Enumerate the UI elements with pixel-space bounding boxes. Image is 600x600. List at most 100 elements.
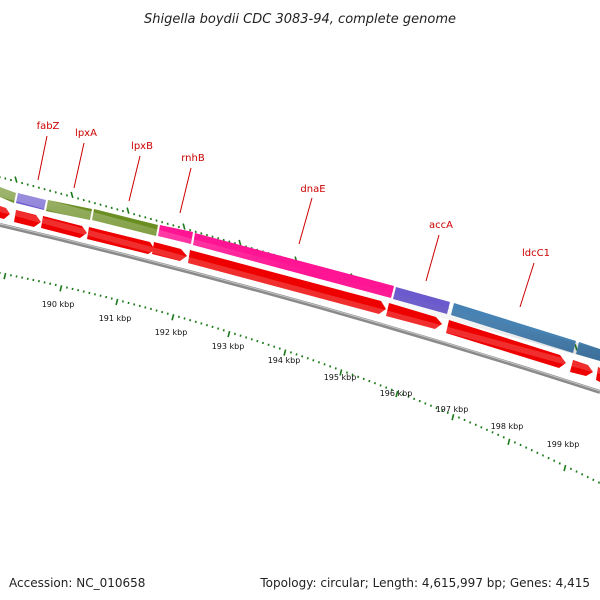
inner-minor-tick: [435, 406, 438, 410]
inner-minor-tick: [88, 291, 91, 295]
inner-minor-tick: [261, 341, 264, 345]
red-arrow-7: [386, 303, 442, 329]
outer-minor-tick: [149, 217, 152, 221]
inner-minor-tick: [65, 286, 68, 289]
inner-minor-tick: [317, 361, 320, 364]
inner-minor-tick: [155, 309, 158, 312]
inner-minor-tick: [513, 441, 516, 444]
inner-minor-tick: [278, 347, 281, 350]
inner-minor-tick: [485, 428, 488, 431]
outer-minor-tick: [161, 220, 164, 224]
outer-minor-tick: [172, 224, 175, 227]
kbp-label: 199 kbp: [547, 440, 580, 449]
inner-minor-tick: [480, 426, 483, 429]
inner-minor-tick: [54, 283, 57, 287]
outer-minor-tick: [26, 183, 29, 186]
inner-minor-tick: [525, 446, 528, 449]
inner-minor-tick: [256, 339, 259, 343]
inner-major-tick: [283, 349, 287, 356]
inner-major-tick: [395, 390, 399, 398]
inner-minor-tick: [144, 306, 147, 309]
red-arrow-9: [570, 360, 593, 376]
inner-minor-tick: [385, 386, 388, 389]
inner-minor-tick: [373, 382, 376, 385]
outer-major-tick: [126, 207, 130, 214]
inner-minor-tick: [93, 293, 96, 296]
outer-minor-tick: [54, 191, 57, 194]
inner-minor-tick: [273, 345, 276, 348]
gene-label-lpxa: lpxA: [75, 128, 97, 139]
inner-minor-tick: [82, 290, 85, 293]
outer-minor-tick: [116, 208, 119, 211]
inner-minor-tick: [491, 431, 494, 434]
red-arrow-2: [14, 210, 41, 227]
gene-leader-line: [37, 135, 48, 181]
inner-minor-tick: [9, 274, 12, 277]
genome-backbone-highlight: [0, 223, 600, 392]
inner-minor-tick: [547, 456, 550, 460]
gene-leader-line: [179, 167, 192, 214]
inner-major-tick: [115, 298, 119, 306]
red-arrow-1: [0, 206, 10, 219]
inner-major-tick: [563, 464, 567, 472]
inner-minor-tick: [463, 418, 466, 422]
inner-minor-tick: [133, 303, 136, 306]
inner-minor-tick: [586, 475, 589, 479]
red-arrow-6: [188, 250, 386, 314]
gene-label-acca: accA: [429, 220, 453, 231]
kbp-label: 192 kbp: [155, 328, 188, 337]
kbp-label: 196 kbp: [380, 389, 413, 398]
outer-minor-tick: [82, 198, 85, 202]
inner-minor-tick: [245, 336, 248, 339]
inner-minor-tick: [289, 351, 292, 354]
gene-leader-line: [519, 262, 535, 308]
gene-label-fabz: fabZ: [37, 121, 60, 132]
inner-minor-tick: [127, 301, 130, 305]
inner-minor-tick: [429, 404, 432, 407]
red-arrow-8: [446, 320, 566, 368]
inner-minor-tick: [183, 317, 186, 320]
inner-minor-tick: [334, 367, 337, 370]
kbp-label: 191 kbp: [99, 314, 132, 323]
outer-minor-tick: [138, 214, 141, 217]
inner-minor-tick: [222, 329, 225, 332]
inner-minor-tick: [553, 459, 556, 462]
outer-minor-tick: [77, 197, 80, 200]
gene-leader-line: [73, 142, 85, 189]
inner-minor-tick: [32, 278, 35, 282]
outer-minor-tick: [222, 238, 225, 242]
inner-minor-tick: [357, 375, 360, 378]
inner-minor-tick: [189, 318, 192, 322]
inner-major-tick: [507, 438, 511, 446]
red-arrow-5: [152, 242, 187, 261]
outer-minor-tick: [166, 222, 169, 225]
inner-major-tick: [3, 272, 7, 280]
outer-minor-tick: [49, 189, 52, 192]
outer-minor-tick: [99, 203, 102, 206]
outer-minor-tick: [9, 178, 12, 182]
inner-major-tick: [227, 330, 231, 338]
inner-minor-tick: [205, 323, 208, 327]
inner-minor-tick: [379, 384, 382, 387]
outer-minor-tick: [43, 187, 46, 191]
inner-minor-tick: [166, 312, 169, 315]
inner-minor-tick: [49, 282, 52, 285]
outer-minor-tick: [133, 212, 136, 216]
outer-minor-tick: [88, 200, 91, 203]
outer-major-tick: [70, 191, 74, 199]
inner-minor-tick: [161, 310, 164, 314]
genome-backbone: [0, 223, 600, 394]
gene-leader-line: [128, 155, 141, 202]
arrow-shine: [0, 206, 600, 374]
inner-minor-tick: [457, 416, 460, 419]
outer-minor-tick: [4, 177, 7, 180]
outer-minor-tick: [105, 205, 108, 208]
inner-minor-tick: [121, 300, 124, 303]
outer-minor-tick: [155, 219, 158, 222]
inner-minor-tick: [312, 359, 315, 362]
inner-minor-tick: [105, 295, 108, 299]
gene-label-rnhb: rnhB: [181, 153, 205, 164]
inner-minor-tick: [21, 276, 24, 279]
inner-minor-tick: [446, 411, 449, 414]
inner-minor-tick: [413, 397, 416, 401]
